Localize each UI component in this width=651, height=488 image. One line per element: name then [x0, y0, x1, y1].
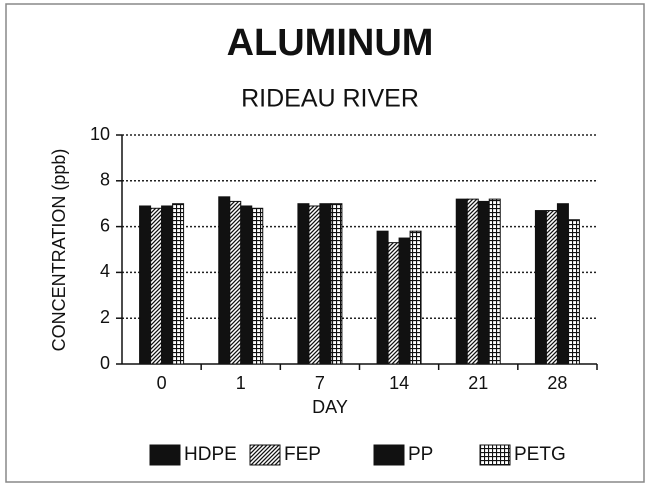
bar — [466, 198, 479, 365]
y-tick-label: 10 — [90, 124, 110, 144]
x-tick-label: 28 — [547, 373, 567, 393]
x-tick-label: 14 — [389, 373, 409, 393]
bar — [477, 200, 490, 365]
x-tick-label: 0 — [157, 373, 167, 393]
bar — [545, 210, 558, 365]
legend-label: PETG — [514, 444, 566, 465]
bar — [240, 205, 253, 365]
y-tick-label: 4 — [100, 261, 110, 281]
y-tick-label: 6 — [100, 215, 110, 235]
bar — [409, 230, 422, 365]
bar — [150, 207, 163, 365]
legend-swatch — [479, 444, 511, 466]
legend-swatch — [249, 444, 281, 466]
legend-swatch — [373, 444, 405, 466]
bar — [488, 198, 501, 365]
bar — [218, 196, 231, 365]
bar — [534, 210, 547, 365]
bar — [172, 203, 185, 365]
bar — [319, 203, 332, 365]
y-tick-label: 8 — [100, 170, 110, 190]
chart-title: ALUMINUM — [227, 22, 434, 64]
frame — [5, 3, 645, 483]
legend-label: PP — [408, 444, 433, 465]
bar — [398, 237, 411, 365]
x-tick-label: 7 — [315, 373, 325, 393]
x-axis-label: DAY — [312, 397, 348, 417]
y-axis-label: CONCENTRATION (ppb) — [49, 149, 69, 352]
chart-subtitle: RIDEAU RIVER — [241, 85, 419, 113]
bar — [567, 219, 580, 365]
bar — [297, 203, 310, 365]
bar — [251, 207, 264, 365]
bar — [376, 230, 389, 365]
legend-swatch — [149, 444, 181, 466]
bar — [330, 203, 343, 365]
y-tick-label: 0 — [100, 353, 110, 373]
x-tick-label: 21 — [468, 373, 488, 393]
bar — [139, 205, 152, 365]
y-tick-label: 2 — [100, 307, 110, 327]
x-tick-label: 1 — [236, 373, 246, 393]
legend-label: HDPE — [184, 444, 237, 465]
bar — [161, 205, 174, 365]
bar — [387, 242, 400, 365]
bar — [556, 203, 569, 365]
bar — [455, 198, 468, 365]
legend-label: FEP — [284, 444, 321, 465]
bar — [229, 200, 242, 365]
bar — [308, 205, 321, 365]
